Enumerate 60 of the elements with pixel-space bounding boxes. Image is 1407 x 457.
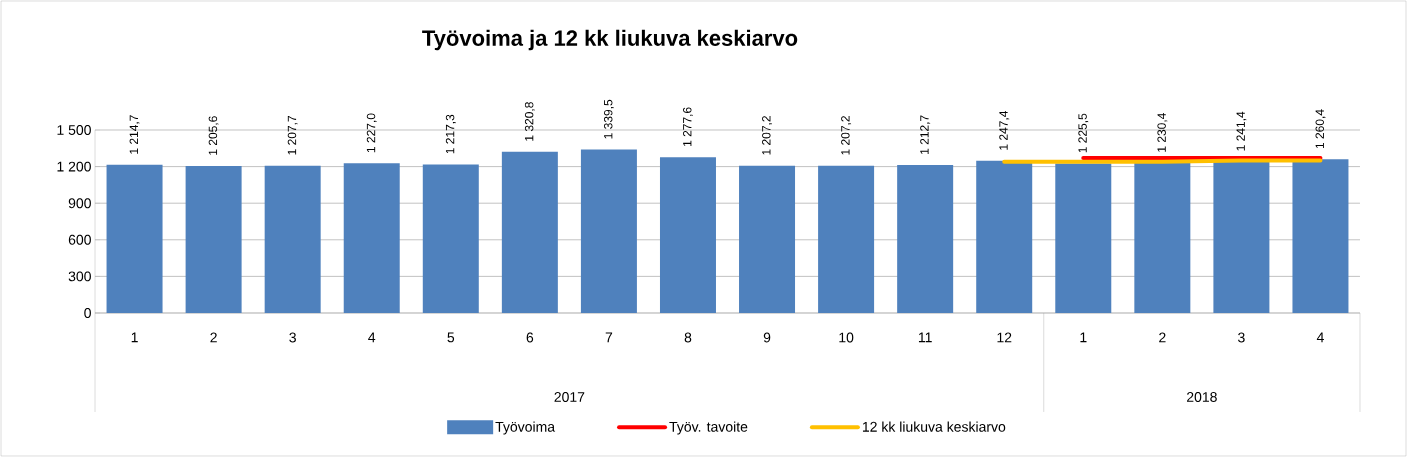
data-label: 1 277,6 — [683, 107, 693, 147]
y-tick-label: 600 — [68, 234, 91, 245]
legend-label: Työvoima — [495, 421, 556, 435]
bar — [501, 151, 558, 313]
x-tick-label: 3 — [1238, 332, 1245, 343]
x-tick-label: 7 — [605, 332, 613, 343]
data-label: 1 205,6 — [208, 116, 219, 155]
legend-label: 12 kk liukuva keskiarvo — [862, 421, 1006, 432]
data-label: 1 320,8 — [524, 102, 535, 141]
y-tick-label: 1 500 — [57, 125, 91, 135]
data-label: 1 207,7 — [287, 116, 298, 155]
x-tick-label: 10 — [839, 332, 854, 343]
data-label: 1 227,0 — [366, 113, 377, 153]
text: 2018 — [1187, 392, 1217, 402]
bar — [897, 165, 954, 313]
x-tick-label: 9 — [763, 332, 771, 343]
x-tick-label: 5 — [447, 332, 455, 343]
data-label: 1 207,2 — [762, 116, 772, 155]
x-tick-label: 11 — [918, 332, 932, 343]
bar — [1134, 162, 1191, 313]
data-label: 1 207,2 — [841, 116, 852, 155]
bar — [106, 164, 163, 313]
bar — [422, 164, 479, 313]
bar — [659, 157, 716, 313]
bar — [185, 165, 242, 313]
bar — [1055, 163, 1112, 313]
x-tick-label: 4 — [1316, 332, 1324, 343]
x-tick-label: 4 — [368, 332, 376, 343]
bar — [580, 149, 637, 313]
bar — [264, 165, 321, 313]
chart-title: Työvoima ja 12 kk liukuva keskiarvo — [422, 29, 798, 51]
data-label: 1 339,5 — [603, 99, 614, 139]
y-tick-label: 900 — [68, 198, 91, 209]
y-tick-label: 1 200 — [57, 161, 91, 172]
bar — [1213, 161, 1270, 313]
data-label: 1 225,5 — [1078, 113, 1089, 153]
x-tick-label: 1 — [131, 332, 138, 343]
x-tick-label: 3 — [289, 332, 296, 343]
bar — [976, 160, 1033, 313]
text: 2017 — [554, 392, 585, 402]
x-tick-label: 2 — [1159, 332, 1166, 343]
data-label: 1 214,7 — [129, 115, 140, 154]
legend-label: Työv. tavoite — [669, 421, 748, 435]
y-tick-label: 300 — [68, 271, 91, 282]
data-label: 1 241,4 — [1236, 111, 1247, 151]
x-tick-label: 12 — [997, 332, 1012, 343]
data-label: 1 217,3 — [445, 114, 456, 154]
bar — [818, 165, 875, 313]
bar — [739, 165, 796, 313]
bar — [1292, 159, 1349, 313]
bar — [343, 163, 400, 313]
x-tick-label: 1 — [1080, 332, 1087, 343]
x-tick-label: 6 — [526, 332, 534, 343]
data-label: 1 230,4 — [1157, 113, 1168, 152]
x-tick-label: 8 — [684, 332, 692, 343]
y-tick-label: 0 — [84, 308, 91, 318]
data-label: 1 247,4 — [999, 110, 1010, 150]
data-label: 1 260,4 — [1315, 109, 1326, 149]
x-tick-label: 2 — [210, 332, 217, 343]
data-label: 1 212,7 — [920, 115, 931, 154]
